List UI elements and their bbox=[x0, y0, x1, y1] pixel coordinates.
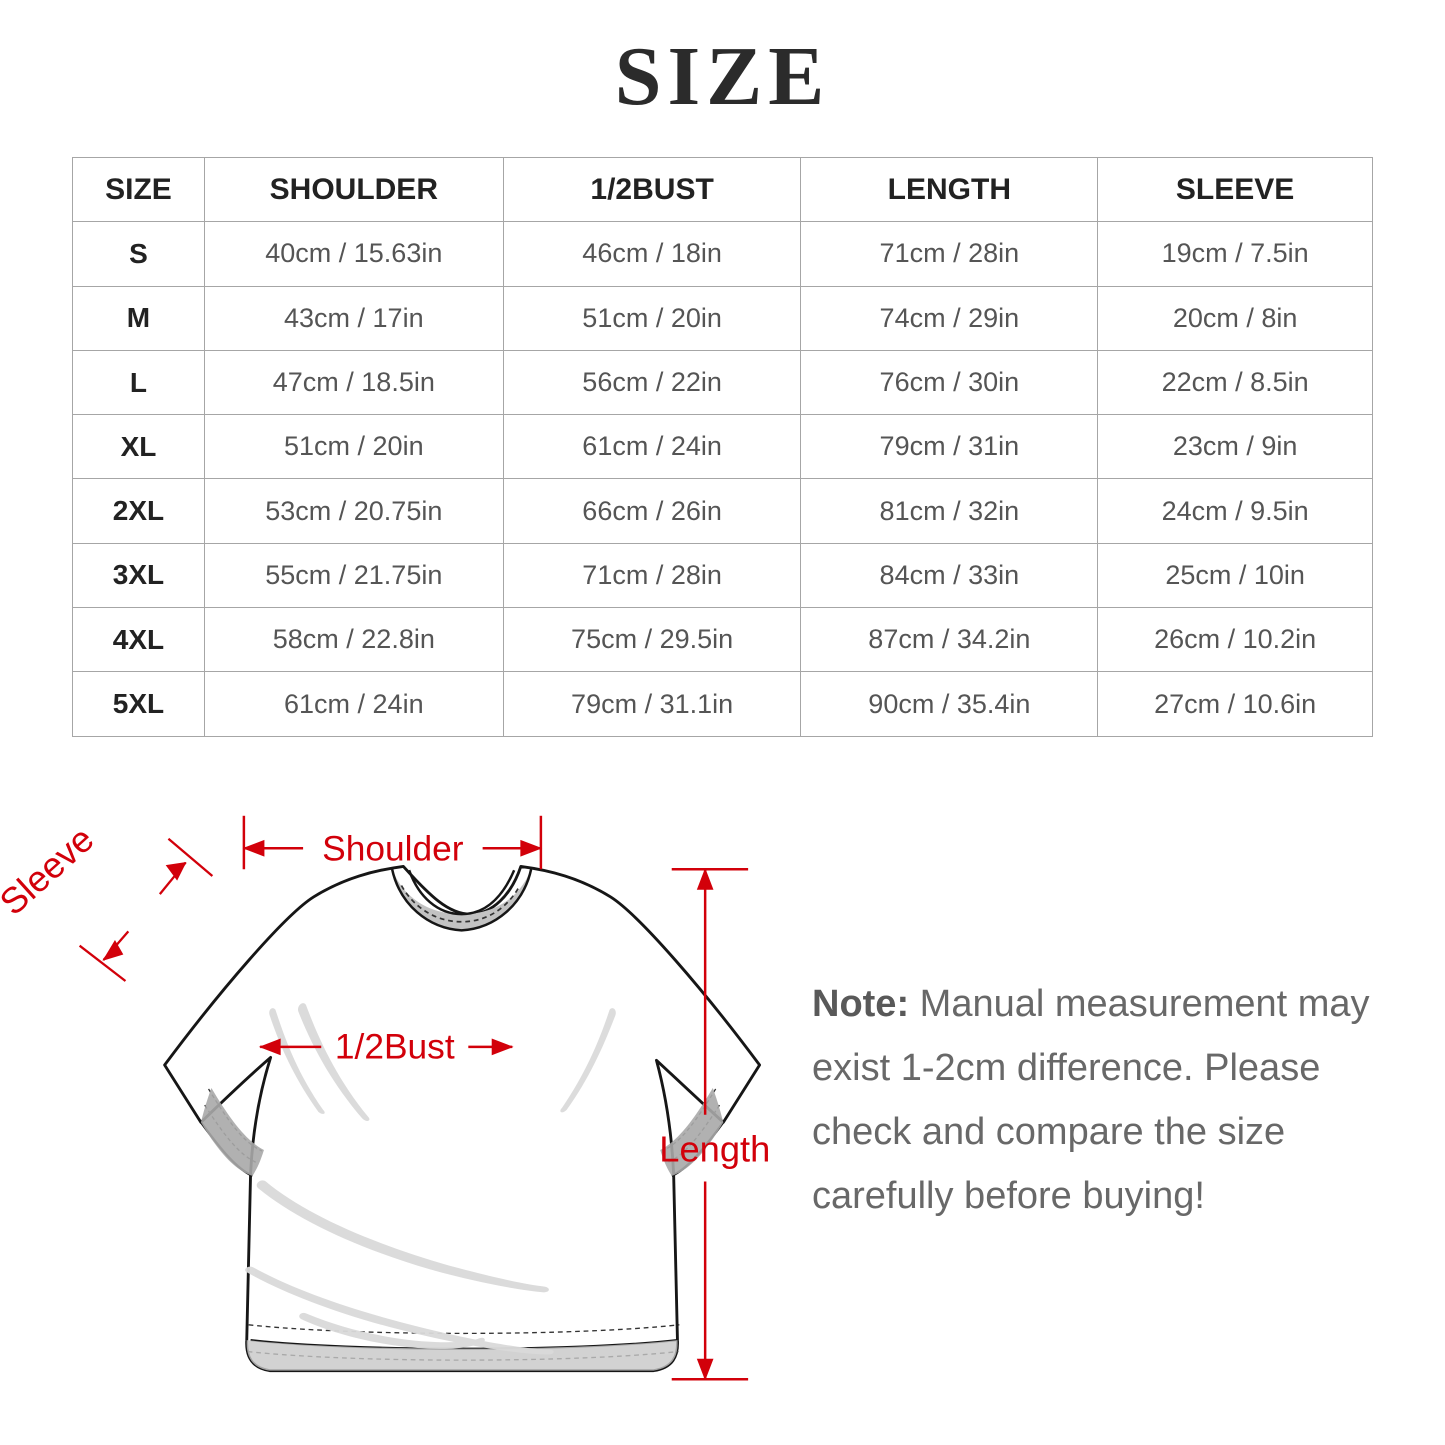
svg-text:1/2Bust: 1/2Bust bbox=[335, 1027, 455, 1066]
svg-text:Sleeve: Sleeve bbox=[0, 818, 102, 923]
svg-text:Shoulder: Shoulder bbox=[322, 830, 464, 869]
svg-text:Length: Length bbox=[659, 1128, 770, 1169]
